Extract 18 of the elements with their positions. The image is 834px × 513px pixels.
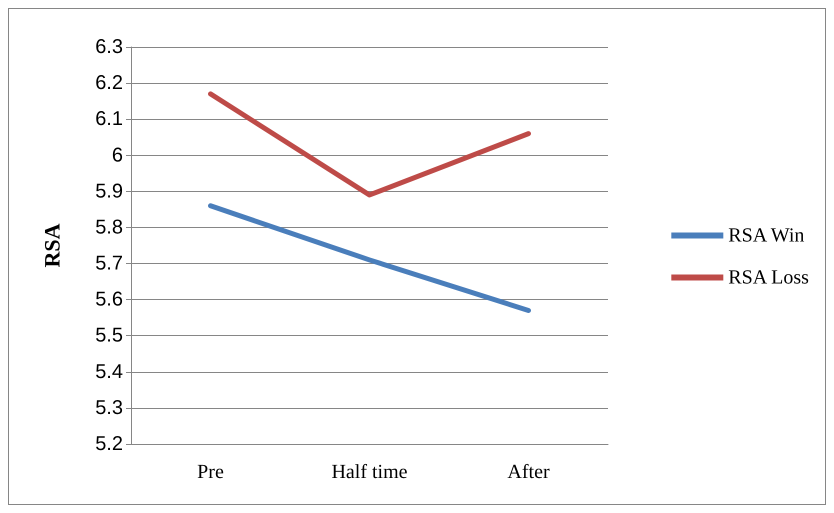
legend-label: RSA Win bbox=[728, 224, 804, 246]
y-axis-title: RSA bbox=[40, 223, 64, 268]
y-tick-label: 6.3 bbox=[95, 36, 123, 58]
y-tick-label: 6 bbox=[112, 144, 123, 166]
y-tick-label: 5.2 bbox=[95, 433, 123, 455]
x-tick-label: Half time bbox=[331, 461, 408, 483]
y-tick-label: 5.8 bbox=[95, 216, 123, 238]
y-tick-label: 5.5 bbox=[95, 324, 123, 347]
x-tick-label: Pre bbox=[197, 461, 224, 483]
y-tick-label: 6.2 bbox=[95, 72, 123, 94]
y-tick-label: 5.3 bbox=[95, 396, 123, 419]
y-tick-label: 5.7 bbox=[95, 252, 123, 275]
legend-label: RSA Loss bbox=[728, 266, 810, 288]
y-tick-label: 6.1 bbox=[95, 108, 123, 130]
y-tick-label: 5.6 bbox=[95, 288, 123, 311]
x-tick-label: After bbox=[507, 461, 550, 483]
y-tick-label: 5.4 bbox=[95, 360, 123, 383]
y-tick-label: 5.9 bbox=[95, 180, 123, 202]
